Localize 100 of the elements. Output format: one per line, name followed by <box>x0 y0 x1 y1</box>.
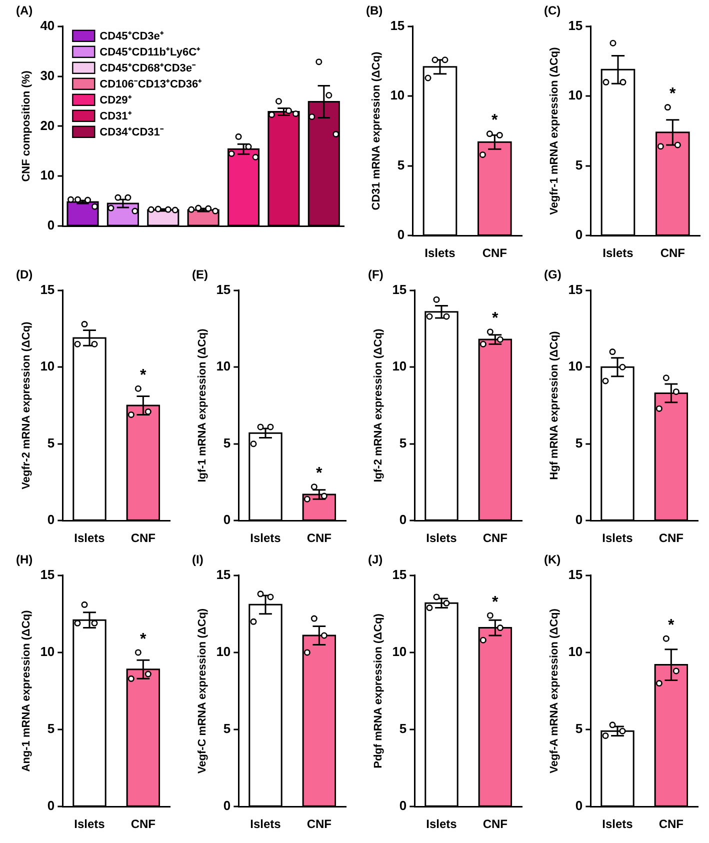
y-tick-label: 10 <box>40 168 55 183</box>
x-tick-label: Islets <box>250 817 282 832</box>
x-tick-label: CNF <box>660 246 685 260</box>
y-tick-label: 15 <box>216 566 231 582</box>
annotation: * <box>140 367 148 384</box>
legend-label: CD45⁺CD68⁺CD3e⁻ <box>100 62 196 74</box>
y-tick-label: 10 <box>392 358 407 374</box>
legend-label: CD31⁺ <box>100 110 132 122</box>
y-tick-label: 10 <box>40 644 55 660</box>
annotation: * <box>140 630 148 648</box>
x-tick-label: Islets <box>424 246 456 260</box>
y-tick-label: 5 <box>47 721 55 736</box>
y-axis-title: Hgf mRNA expression (ΔCq) <box>548 330 561 480</box>
annotation: * <box>316 465 324 482</box>
y-axis-title: Ang-1 mRNA expression (ΔCq) <box>20 610 33 772</box>
annotation: * <box>492 594 500 611</box>
x-tick-label: Islets <box>74 531 106 546</box>
y-tick-label: 40 <box>40 18 55 33</box>
y-tick-label: 0 <box>575 798 583 814</box>
chart-title: (G) <box>544 268 562 282</box>
y-axis-title: Pdgf mRNA expression (ΔCq) <box>372 613 385 768</box>
chart-title: (F) <box>368 268 384 282</box>
x-tick-label: CNF <box>482 817 508 832</box>
x-tick-label: Islets <box>602 246 634 260</box>
chart-title: (B) <box>366 4 383 18</box>
chart-title: (J) <box>368 552 383 567</box>
y-tick-label: 10 <box>568 358 583 374</box>
x-tick-label: CNF <box>306 817 332 832</box>
y-tick-label: 0 <box>223 512 231 528</box>
y-tick-label: 10 <box>392 644 407 660</box>
y-tick-label: 15 <box>40 282 55 297</box>
x-tick-label: CNF <box>130 817 156 832</box>
y-tick-label: 5 <box>397 157 405 172</box>
y-tick-label: 10 <box>40 358 55 374</box>
y-tick-label: 20 <box>40 118 55 133</box>
legend-label: CD45⁺CD11b⁺Ly6C⁺ <box>100 46 201 58</box>
y-tick-label: 5 <box>47 435 55 450</box>
chart-title: (I) <box>192 552 204 567</box>
x-tick-label: CNF <box>482 531 508 546</box>
y-tick-label: 15 <box>392 282 407 297</box>
annotation: * <box>492 112 499 130</box>
y-tick-label: 10 <box>216 358 231 374</box>
annotation: * <box>492 310 500 328</box>
legend-label: CD45⁺CD3e⁺ <box>100 30 164 42</box>
annotation: * <box>668 617 676 634</box>
legend-label: CD106⁻CD13⁺CD36⁺ <box>100 78 202 90</box>
y-tick-label: 0 <box>397 227 405 242</box>
y-tick-label: 10 <box>568 88 583 103</box>
y-tick-label: 5 <box>223 435 231 450</box>
y-axis-title: Vegf-A mRNA expression (ΔCq) <box>548 608 561 774</box>
y-axis-title: Vegfr-1 mRNA expression (ΔCq) <box>548 46 561 215</box>
y-tick-label: 10 <box>216 644 231 660</box>
y-tick-label: 5 <box>575 157 583 172</box>
y-tick-label: 15 <box>568 18 583 33</box>
x-tick-label: CNF <box>658 817 684 832</box>
y-tick-label: 5 <box>223 721 231 736</box>
y-axis-title: Vegf-C mRNA expression (ΔCq) <box>196 608 209 774</box>
y-tick-label: 0 <box>575 512 583 528</box>
y-tick-label: 0 <box>223 798 231 814</box>
chart-title: (E) <box>192 268 208 282</box>
chart-title: (D) <box>16 268 33 282</box>
y-tick-label: 10 <box>568 644 583 660</box>
y-tick-label: 15 <box>392 566 407 582</box>
y-axis-title: CNF composition (%) <box>20 70 33 182</box>
chart-title: (A) <box>16 4 33 18</box>
y-tick-label: 15 <box>40 566 55 582</box>
y-axis-title: Vegfr-2 mRNA expression (ΔCq) <box>20 321 33 490</box>
y-tick-label: 0 <box>575 227 583 242</box>
y-tick-label: 0 <box>47 512 55 528</box>
x-tick-label: Islets <box>602 531 634 546</box>
x-tick-label: CNF <box>130 531 156 546</box>
y-tick-label: 15 <box>568 566 583 582</box>
y-axis-title: Igf-2 mRNA expression (ΔCq) <box>372 328 385 482</box>
x-tick-label: CNF <box>306 531 332 546</box>
chart-title: (C) <box>544 4 561 18</box>
x-tick-label: Islets <box>426 531 458 546</box>
x-tick-label: Islets <box>250 531 282 546</box>
y-tick-label: 30 <box>40 68 55 83</box>
y-tick-label: 0 <box>399 512 407 528</box>
chart-title: (H) <box>16 552 33 567</box>
y-tick-label: 5 <box>399 435 407 450</box>
y-tick-label: 15 <box>216 282 231 297</box>
y-tick-label: 0 <box>47 218 55 233</box>
legend-label: CD34⁺CD31⁻ <box>100 126 164 138</box>
x-tick-label: Islets <box>426 817 458 832</box>
y-tick-label: 5 <box>575 721 583 736</box>
y-tick-label: 0 <box>47 798 55 814</box>
x-tick-label: CNF <box>482 246 507 260</box>
y-axis-title: Igf-1 mRNA expression (ΔCq) <box>196 328 209 482</box>
y-tick-label: 5 <box>399 721 407 736</box>
y-tick-label: 0 <box>399 798 407 814</box>
chart-title: (K) <box>544 552 561 567</box>
legend-label: CD29⁺ <box>100 94 132 106</box>
x-tick-label: Islets <box>74 817 106 832</box>
annotation: * <box>670 86 677 103</box>
x-tick-label: Islets <box>602 817 634 832</box>
y-tick-label: 10 <box>390 88 405 103</box>
y-tick-label: 15 <box>390 18 405 33</box>
y-axis-title: CD31 mRNA expression (ΔCq) <box>370 51 383 210</box>
y-tick-label: 15 <box>568 282 583 297</box>
